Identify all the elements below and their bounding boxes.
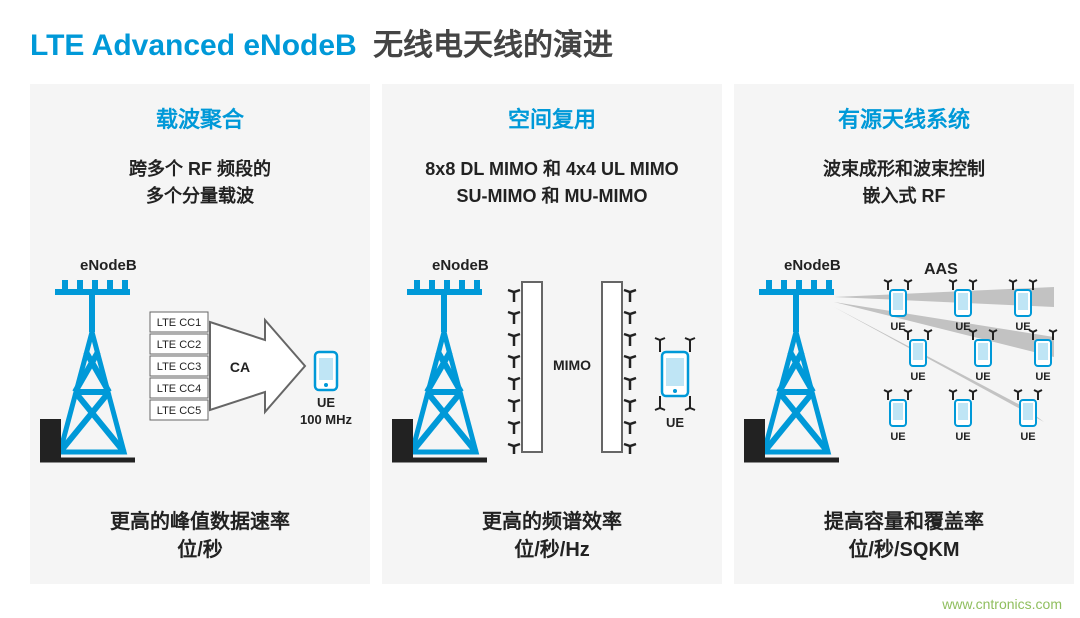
- panel-spatial-mux: 空间复用 8x8 DL MIMO 和 4x4 UL MIMO SU-MIMO 和…: [382, 84, 722, 584]
- footer-line: 位/秒/SQKM: [824, 536, 984, 564]
- footer-line: 更高的频谱效率: [482, 508, 622, 536]
- desc-line: 跨多个 RF 频段的: [129, 156, 271, 183]
- diagram-mimo: eNodeB: [392, 236, 712, 498]
- desc-line: 多个分量载波: [129, 183, 271, 210]
- svg-text:UE: UE: [890, 321, 905, 333]
- tower-icon: [40, 280, 135, 460]
- ue-icon: UE 100 MHz: [300, 352, 353, 427]
- svg-text:UE: UE: [317, 395, 335, 410]
- footer-line: 更高的峰值数据速率: [110, 508, 290, 536]
- svg-text:UE: UE: [1015, 321, 1030, 333]
- desc-line: 波束成形和波束控制: [823, 156, 985, 183]
- svg-text:UE: UE: [1035, 371, 1050, 383]
- diagram-aas: eNodeB AAS: [744, 236, 1064, 498]
- panels-row: 载波聚合 跨多个 RF 频段的 多个分量载波 eNodeB: [30, 84, 1050, 584]
- panel-footer: 提高容量和覆盖率 位/秒/SQKM: [824, 508, 984, 564]
- svg-text:UE: UE: [975, 371, 990, 383]
- svg-text:UE: UE: [890, 431, 905, 443]
- svg-text:LTE CC5: LTE CC5: [157, 405, 201, 417]
- svg-text:CA: CA: [230, 359, 250, 375]
- svg-text:UE: UE: [910, 371, 925, 383]
- mimo-panel-right-icon: [602, 282, 636, 454]
- panel-desc: 波束成形和波束控制 嵌入式 RF: [823, 156, 985, 216]
- svg-text:UE: UE: [666, 415, 684, 430]
- desc-line: SU-MIMO 和 MU-MIMO: [425, 183, 678, 210]
- panel-footer: 更高的峰值数据速率 位/秒: [110, 508, 290, 564]
- panel-desc: 8x8 DL MIMO 和 4x4 UL MIMO SU-MIMO 和 MU-M…: [425, 156, 678, 216]
- svg-text:LTE CC2: LTE CC2: [157, 339, 201, 351]
- panel-footer: 更高的频谱效率 位/秒/Hz: [482, 508, 622, 564]
- panel-title: 有源天线系统: [838, 102, 970, 134]
- footer-line: 位/秒: [110, 536, 290, 564]
- ca-arrow-icon: CA: [210, 320, 305, 412]
- tower-label: eNodeB: [432, 257, 489, 274]
- aas-label: AAS: [924, 261, 958, 278]
- panel-title: 空间复用: [508, 102, 596, 134]
- desc-line: 8x8 DL MIMO 和 4x4 UL MIMO: [425, 156, 678, 183]
- desc-line: 嵌入式 RF: [823, 183, 985, 210]
- tower-icon: [744, 280, 839, 460]
- panel-aas: 有源天线系统 波束成形和波束控制 嵌入式 RF eNodeB AAS: [734, 84, 1074, 584]
- panel-carrier-aggregation: 载波聚合 跨多个 RF 频段的 多个分量载波 eNodeB: [30, 84, 370, 584]
- svg-text:UE: UE: [955, 321, 970, 333]
- title-en: LTE Advanced eNodeB: [30, 29, 357, 62]
- main-title: LTE Advanced eNodeB 无线电天线的演进: [30, 20, 1050, 64]
- mimo-label: MIMO: [553, 357, 591, 373]
- svg-text:LTE CC1: LTE CC1: [157, 317, 201, 329]
- tower-label: eNodeB: [80, 257, 137, 274]
- watermark: www.cntronics.com: [942, 596, 1062, 612]
- mimo-panel-left-icon: [508, 282, 542, 454]
- svg-text:100 MHz: 100 MHz: [300, 412, 353, 427]
- panel-desc: 跨多个 RF 频段的 多个分量载波: [129, 156, 271, 216]
- footer-line: 位/秒/Hz: [482, 536, 622, 564]
- diagram-ca: eNodeB: [40, 236, 360, 498]
- svg-text:LTE CC3: LTE CC3: [157, 361, 201, 373]
- ue-grid: UE UE UE UE UE UE UE UE UE: [884, 280, 1057, 443]
- cc-stack: LTE CC1 LTE CC2 LTE CC3 LTE CC4 LTE CC5: [150, 312, 208, 420]
- svg-text:UE: UE: [1020, 431, 1035, 443]
- panel-title: 载波聚合: [156, 102, 244, 134]
- svg-text:UE: UE: [955, 431, 970, 443]
- svg-text:LTE CC4: LTE CC4: [157, 383, 201, 395]
- title-cn: 无线电天线的演进: [373, 29, 613, 62]
- tower-icon: [392, 280, 487, 460]
- footer-line: 提高容量和覆盖率: [824, 508, 984, 536]
- ue-icon: UE: [655, 338, 695, 430]
- tower-label: eNodeB: [784, 257, 841, 274]
